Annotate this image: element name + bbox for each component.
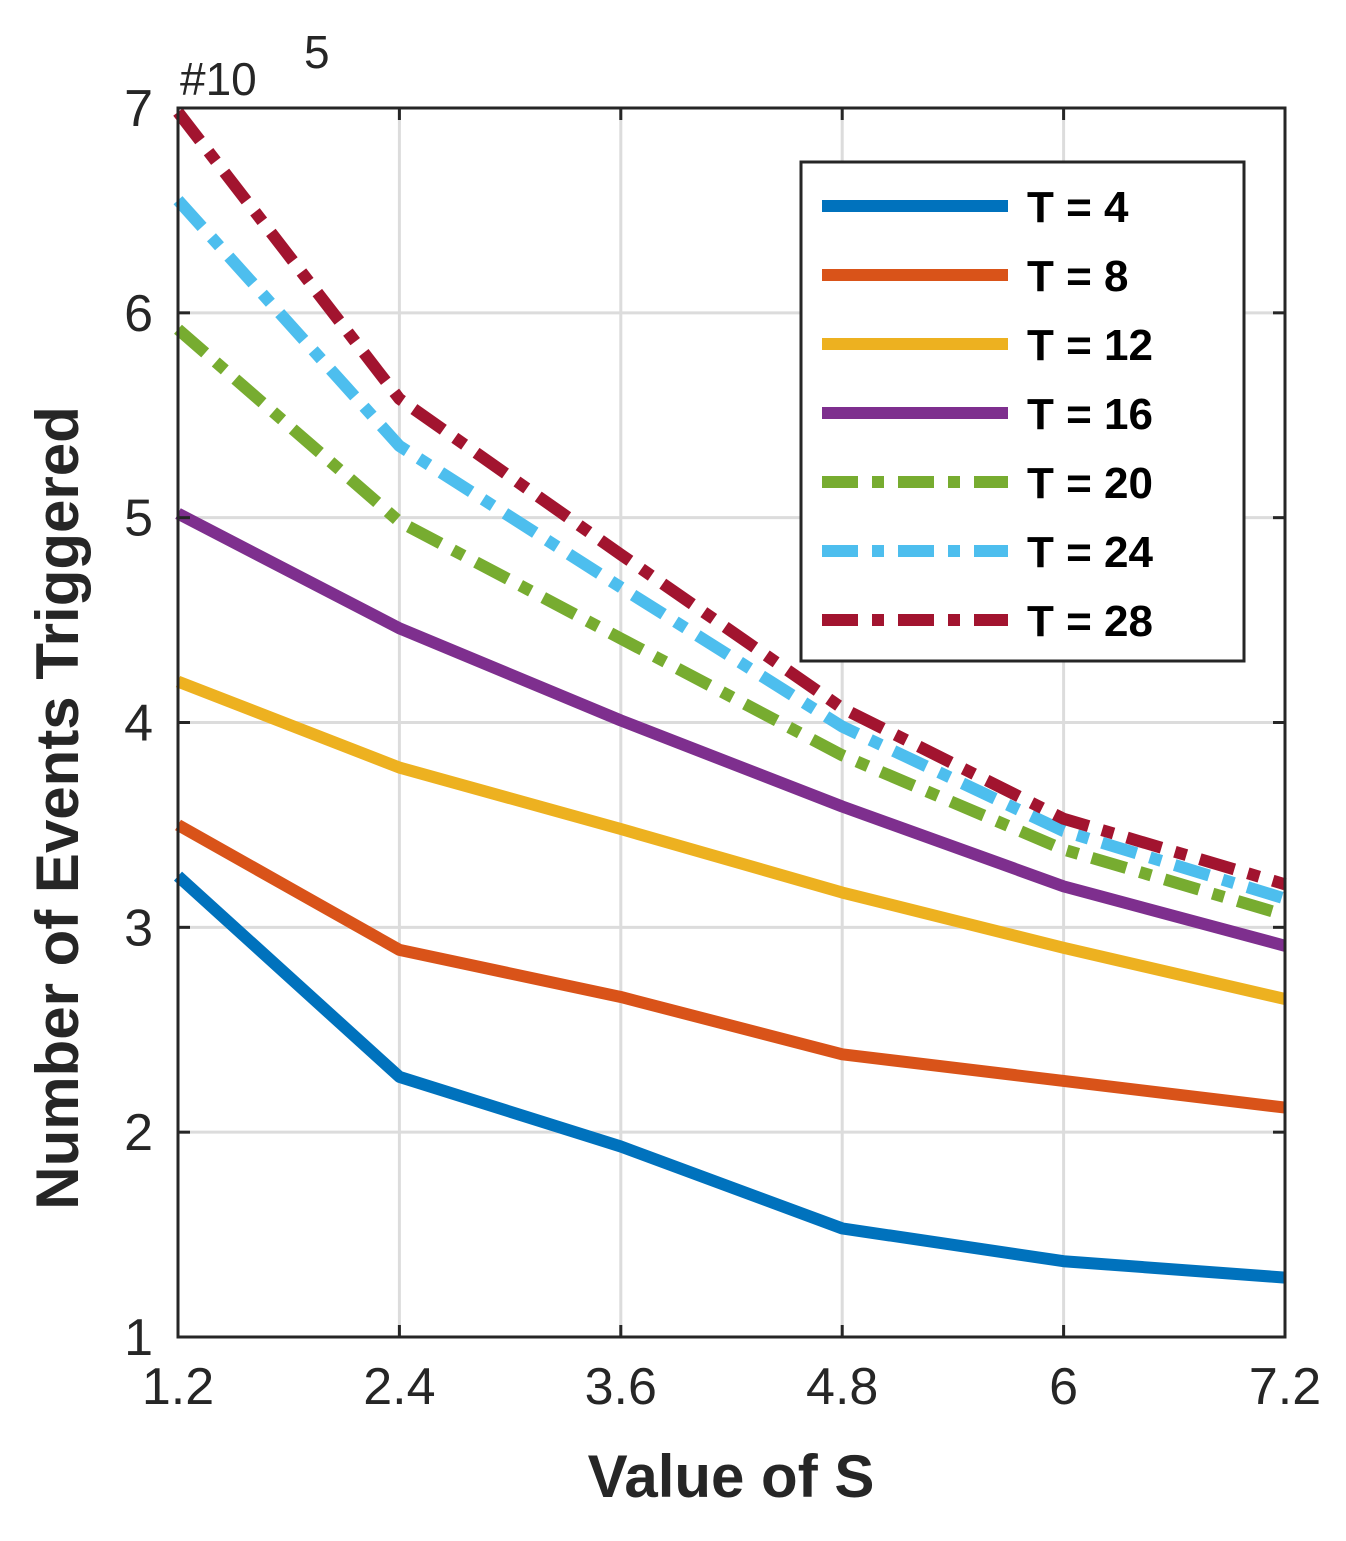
x-tick-label: 7.2	[1249, 1358, 1321, 1416]
series-line-t20	[174, 324, 1287, 921]
y-tick-label: 4	[124, 695, 153, 753]
series-line-t12	[175, 675, 1287, 1005]
x-tick-label: 4.8	[806, 1358, 878, 1416]
legend-item: T = 24	[822, 528, 1153, 577]
series-line-t8	[175, 819, 1286, 1114]
legend-item: T = 4	[822, 183, 1129, 232]
legend-item: T = 8	[822, 252, 1129, 301]
legend-item: T = 28	[822, 597, 1153, 646]
legend-label: T = 20	[1027, 459, 1153, 508]
legend-label: T = 4	[1027, 183, 1129, 232]
y-tick-label: 5	[124, 490, 153, 548]
y-tick-label: 6	[124, 285, 153, 343]
legend-item: T = 12	[822, 321, 1153, 370]
y-axis-title: Number of Events Triggered	[24, 406, 91, 1210]
x-tick-label: 3.6	[585, 1358, 657, 1416]
axes	[176, 106, 1287, 1339]
y-exponent-power: 5	[304, 26, 330, 78]
tick-labels: 1.2 2.4 3.6 4.8 6 7.2 1 2 3 4 5 6 7	[124, 80, 1321, 1416]
y-tick-label: 2	[124, 1104, 153, 1162]
series-line-t4	[173, 871, 1286, 1284]
x-tick-label: 2.4	[363, 1358, 435, 1416]
y-tick-label: 3	[124, 899, 153, 957]
series-lines	[173, 108, 1287, 1284]
series-line-t28	[173, 108, 1287, 891]
legend-label: T = 16	[1027, 390, 1153, 439]
x-axis-title: Value of S	[588, 1443, 875, 1510]
legend-item: T = 16	[822, 390, 1153, 439]
legend-label: T = 12	[1027, 321, 1153, 370]
legend-label: T = 28	[1027, 597, 1153, 646]
y-tick-label: 7	[124, 80, 153, 138]
series-line-t16	[175, 508, 1287, 952]
y-tick-label: 1	[124, 1309, 153, 1367]
y-exponent-label: #10	[180, 53, 257, 105]
legend-label: T = 8	[1027, 252, 1129, 301]
legend-item: T = 20	[822, 459, 1153, 508]
legend: T = 4 T = 8 T = 12 T = 16 T = 20 T = 24 T = 28	[799, 160, 1246, 663]
legend-items: T = 4 T = 8 T = 12 T = 16 T = 20 T = 24 T = 28	[822, 183, 1153, 646]
axes-box	[176, 106, 1287, 1339]
x-tick-label: 6	[1049, 1358, 1078, 1416]
x-tick-label: 1.2	[142, 1358, 214, 1416]
legend-label: T = 24	[1027, 528, 1153, 577]
